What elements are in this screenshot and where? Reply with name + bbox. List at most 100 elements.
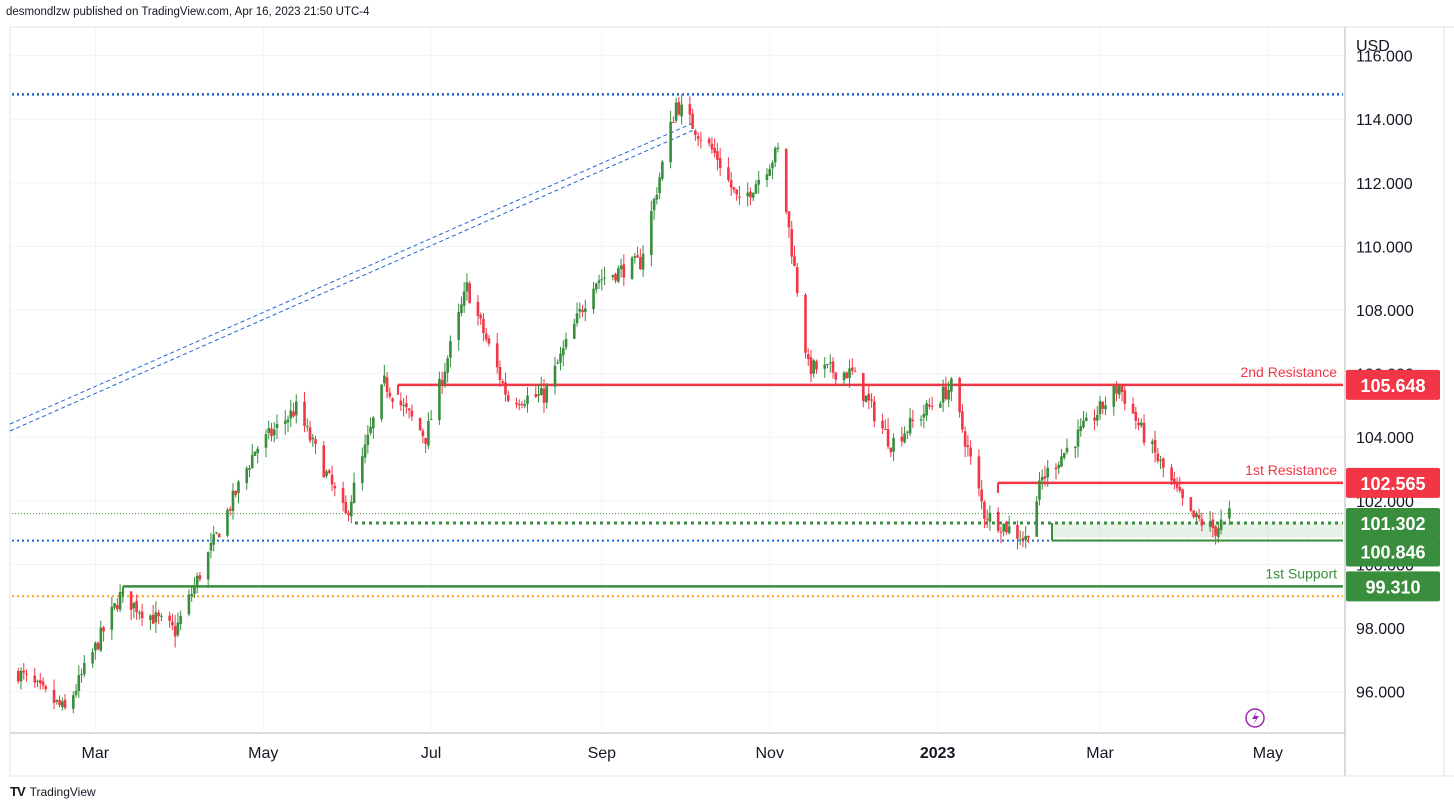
candle-body xyxy=(402,404,405,406)
candle-body xyxy=(187,594,191,615)
candle-body xyxy=(828,362,832,364)
candle-body xyxy=(1027,535,1030,538)
candle-body xyxy=(939,403,942,408)
candle-body xyxy=(149,615,152,620)
candle-body xyxy=(215,532,218,534)
candle-body xyxy=(234,490,238,495)
candle-body xyxy=(900,436,904,442)
candle-body xyxy=(1208,521,1212,527)
candle-body xyxy=(330,474,334,485)
candle-body xyxy=(206,552,210,580)
candle-body xyxy=(446,358,449,373)
candle-body xyxy=(347,512,350,516)
level-label: 1st Support xyxy=(1265,565,1337,581)
candle-body xyxy=(1217,528,1220,537)
candle-body xyxy=(988,512,992,522)
candle-body xyxy=(421,430,425,437)
candle-body xyxy=(773,148,777,163)
candle-body xyxy=(655,194,659,200)
candle-body xyxy=(151,614,155,624)
candle-body xyxy=(116,605,119,610)
alert-icon[interactable] xyxy=(1245,708,1265,728)
candle-body xyxy=(892,437,895,452)
candle-body xyxy=(870,399,873,401)
candle-body xyxy=(41,681,45,686)
candle-body xyxy=(564,338,568,348)
candle-body xyxy=(237,481,240,494)
candle-body xyxy=(713,147,716,153)
candle-body xyxy=(1016,525,1019,539)
candle-body xyxy=(919,419,923,421)
candle-body xyxy=(809,357,813,375)
candle-body xyxy=(594,283,598,290)
price-badge xyxy=(1346,369,1440,400)
candle-body xyxy=(418,418,422,431)
candle-body xyxy=(641,253,645,270)
candle-body xyxy=(757,179,761,185)
candle-body xyxy=(484,333,488,340)
candle-body xyxy=(545,385,549,403)
price-axis[interactable]: 116.000114.000112.000110.000108.000106.0… xyxy=(1356,49,1414,702)
candle-body xyxy=(963,431,967,447)
candle-body xyxy=(886,429,890,447)
candle-body xyxy=(38,680,42,684)
candle-body xyxy=(231,490,235,511)
candle-body xyxy=(33,675,37,683)
candle-body xyxy=(831,361,835,373)
candle-body xyxy=(405,403,408,408)
candle-body xyxy=(826,363,829,365)
candle-body xyxy=(311,437,315,440)
candle-body xyxy=(672,121,675,123)
candle-body xyxy=(1035,501,1039,537)
candle-body xyxy=(694,130,697,136)
candle-body xyxy=(217,533,221,538)
candle-body xyxy=(861,373,865,401)
candle-body xyxy=(1197,514,1201,519)
candle-body xyxy=(52,689,56,704)
candle-body xyxy=(110,606,114,630)
candle-body xyxy=(622,264,626,278)
candle-body xyxy=(771,162,774,169)
candle-body xyxy=(248,468,251,470)
price-badge-label: 99.310 xyxy=(1365,577,1420,597)
candle-body xyxy=(1175,483,1179,488)
candle-body xyxy=(1162,458,1165,468)
candle-body xyxy=(16,670,20,682)
candle-body xyxy=(950,378,953,392)
candle-body xyxy=(677,102,681,115)
candle-body xyxy=(790,229,794,257)
level-label: 1st Resistance xyxy=(1245,462,1337,478)
candle-body xyxy=(168,615,171,621)
candle-body xyxy=(1120,385,1124,392)
candle-body xyxy=(292,411,295,417)
candle-body xyxy=(1095,414,1099,421)
candle-body xyxy=(768,168,772,176)
candle-body xyxy=(504,382,507,395)
candle-body xyxy=(157,612,160,617)
footer: TV TradingView xyxy=(10,784,96,799)
candle-body xyxy=(727,167,730,181)
time-axis[interactable]: Mar May Jul Sep Nov 2023 Mar May xyxy=(82,745,1283,762)
candle-body xyxy=(501,381,505,383)
candle-body xyxy=(603,277,606,279)
candle-body xyxy=(270,428,273,437)
y-tick-label: 96.000 xyxy=(1356,685,1405,702)
candle-body xyxy=(749,191,752,198)
price-badge xyxy=(1346,571,1440,602)
candle-body xyxy=(193,585,196,594)
candle-body xyxy=(113,603,116,608)
candle-body xyxy=(1170,467,1173,481)
candle-body xyxy=(1134,412,1138,421)
candle-body xyxy=(399,400,403,406)
candle-body xyxy=(578,308,582,312)
candle-body xyxy=(440,380,444,386)
candle-body xyxy=(1079,426,1083,432)
candle-body xyxy=(1142,422,1146,443)
candle-body xyxy=(195,575,199,588)
candle-body xyxy=(776,147,780,149)
candle-body xyxy=(1046,467,1050,478)
candle-body xyxy=(344,501,348,514)
candle-body xyxy=(969,447,972,457)
price-badge-label: 101.302 xyxy=(1360,514,1425,534)
